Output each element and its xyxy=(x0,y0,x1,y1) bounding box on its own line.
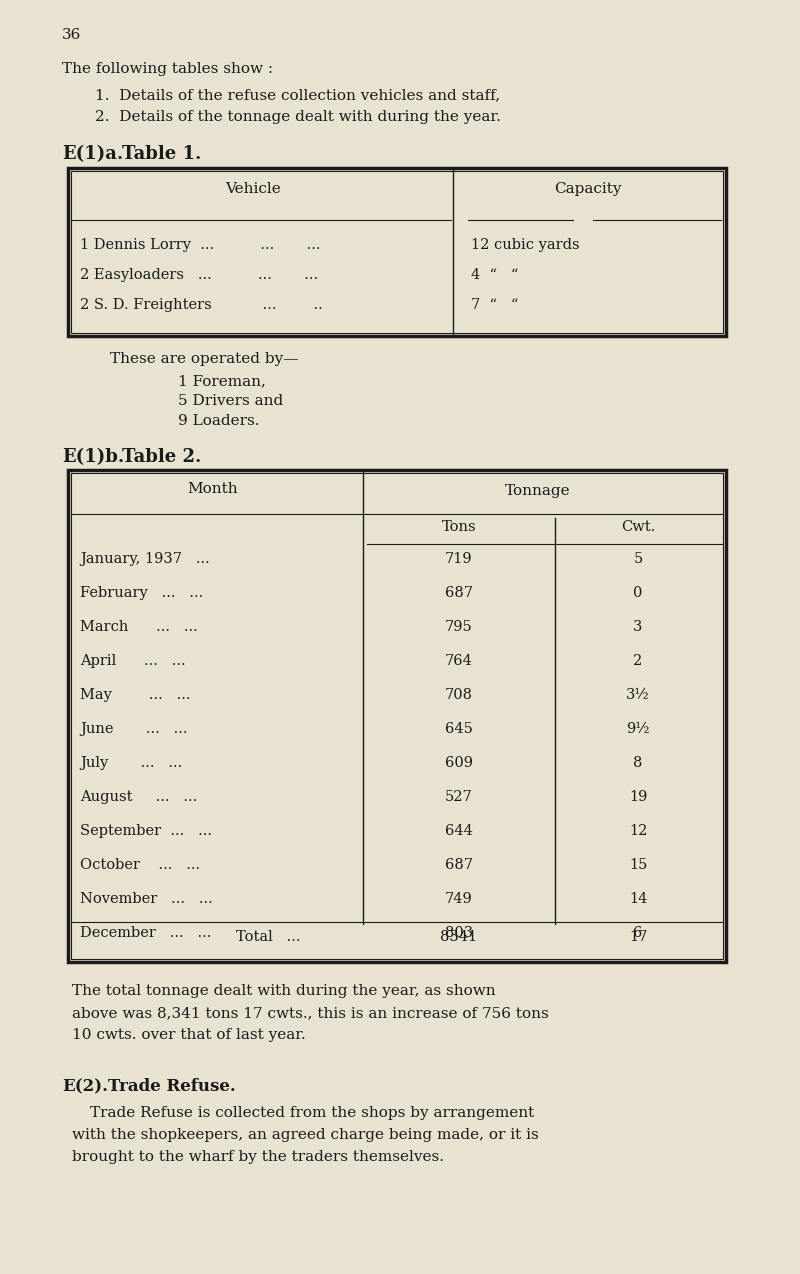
Text: 8: 8 xyxy=(634,755,642,769)
Text: Total   ...: Total ... xyxy=(236,930,300,944)
Text: Month: Month xyxy=(188,482,238,496)
Text: 2.  Details of the tonnage dealt with during the year.: 2. Details of the tonnage dealt with dur… xyxy=(95,110,501,124)
Text: Capacity: Capacity xyxy=(554,182,622,196)
Text: 1.  Details of the refuse collection vehicles and staff,: 1. Details of the refuse collection vehi… xyxy=(95,88,500,102)
Text: E(1)a.: E(1)a. xyxy=(62,145,123,163)
Text: 2 Easyloaders   ...          ...       ...: 2 Easyloaders ... ... ... xyxy=(80,268,318,282)
Text: May        ...   ...: May ... ... xyxy=(80,688,190,702)
Text: 527: 527 xyxy=(445,790,473,804)
Text: 687: 687 xyxy=(445,857,473,871)
Text: 1 Dennis Lorry  ...          ...       ...: 1 Dennis Lorry ... ... ... xyxy=(80,238,321,252)
Text: December   ...   ...: December ... ... xyxy=(80,926,211,940)
Text: 645: 645 xyxy=(445,722,473,736)
Text: November   ...   ...: November ... ... xyxy=(80,892,213,906)
Bar xyxy=(68,168,726,336)
Text: 5: 5 xyxy=(634,552,642,566)
Text: 14: 14 xyxy=(629,892,647,906)
Text: October    ...   ...: October ... ... xyxy=(80,857,200,871)
Text: 6: 6 xyxy=(634,926,642,940)
Text: January, 1937   ...: January, 1937 ... xyxy=(80,552,210,566)
Text: 609: 609 xyxy=(445,755,473,769)
Text: 9½: 9½ xyxy=(626,722,650,736)
Text: The total tonnage dealt with during the year, as shown: The total tonnage dealt with during the … xyxy=(72,984,496,998)
Text: Table 1.: Table 1. xyxy=(122,145,202,163)
Text: Table 2.: Table 2. xyxy=(122,448,202,466)
Text: 3: 3 xyxy=(634,620,642,634)
Text: June       ...   ...: June ... ... xyxy=(80,722,187,736)
Text: 749: 749 xyxy=(445,892,473,906)
Text: March      ...   ...: March ... ... xyxy=(80,620,198,634)
Text: 15: 15 xyxy=(629,857,647,871)
Text: Tonnage: Tonnage xyxy=(505,484,571,498)
Text: 795: 795 xyxy=(445,620,473,634)
Text: 7  “   “: 7 “ “ xyxy=(471,298,518,312)
Text: 17: 17 xyxy=(629,930,647,944)
Text: The following tables show :: The following tables show : xyxy=(62,62,273,76)
Text: Trade Refuse.: Trade Refuse. xyxy=(108,1078,236,1094)
Text: February   ...   ...: February ... ... xyxy=(80,586,203,600)
Text: 8341: 8341 xyxy=(441,930,478,944)
Text: Cwt.: Cwt. xyxy=(621,520,655,534)
Text: 12: 12 xyxy=(629,824,647,838)
Text: 36: 36 xyxy=(62,28,82,42)
Text: 4  “   “: 4 “ “ xyxy=(471,268,518,282)
Text: 3½: 3½ xyxy=(626,688,650,702)
Text: 1 Foreman,: 1 Foreman, xyxy=(178,375,266,389)
Text: Tons: Tons xyxy=(442,520,476,534)
Text: 12 cubic yards: 12 cubic yards xyxy=(471,238,580,252)
Text: Trade Refuse is collected from the shops by arrangement: Trade Refuse is collected from the shops… xyxy=(90,1106,534,1120)
Bar xyxy=(68,470,726,962)
Bar xyxy=(71,473,723,959)
Text: above was 8,341 tons 17 cwts., this is an increase of 756 tons: above was 8,341 tons 17 cwts., this is a… xyxy=(72,1006,549,1020)
Text: These are operated by—: These are operated by— xyxy=(110,352,298,366)
Text: 5 Drivers and: 5 Drivers and xyxy=(178,394,283,408)
Text: April      ...   ...: April ... ... xyxy=(80,654,186,668)
Text: brought to the wharf by the traders themselves.: brought to the wharf by the traders them… xyxy=(72,1150,444,1164)
Text: July       ...   ...: July ... ... xyxy=(80,755,182,769)
Text: E(1)b.: E(1)b. xyxy=(62,448,124,466)
Text: with the shopkeepers, an agreed charge being made, or it is: with the shopkeepers, an agreed charge b… xyxy=(72,1127,538,1142)
Text: 2: 2 xyxy=(634,654,642,668)
Text: 19: 19 xyxy=(629,790,647,804)
Text: September  ...   ...: September ... ... xyxy=(80,824,212,838)
Text: E(2).: E(2). xyxy=(62,1078,108,1094)
Bar xyxy=(71,171,723,333)
Text: 9 Loaders.: 9 Loaders. xyxy=(178,414,259,428)
Text: 687: 687 xyxy=(445,586,473,600)
Text: August     ...   ...: August ... ... xyxy=(80,790,198,804)
Text: 10 cwts. over that of last year.: 10 cwts. over that of last year. xyxy=(72,1028,306,1042)
Text: 803: 803 xyxy=(445,926,473,940)
Text: 719: 719 xyxy=(445,552,473,566)
Text: 0: 0 xyxy=(634,586,642,600)
Text: 2 S. D. Freighters           ...        ..: 2 S. D. Freighters ... .. xyxy=(80,298,322,312)
Text: 764: 764 xyxy=(445,654,473,668)
Text: 644: 644 xyxy=(445,824,473,838)
Text: 708: 708 xyxy=(445,688,473,702)
Text: Vehicle: Vehicle xyxy=(225,182,281,196)
